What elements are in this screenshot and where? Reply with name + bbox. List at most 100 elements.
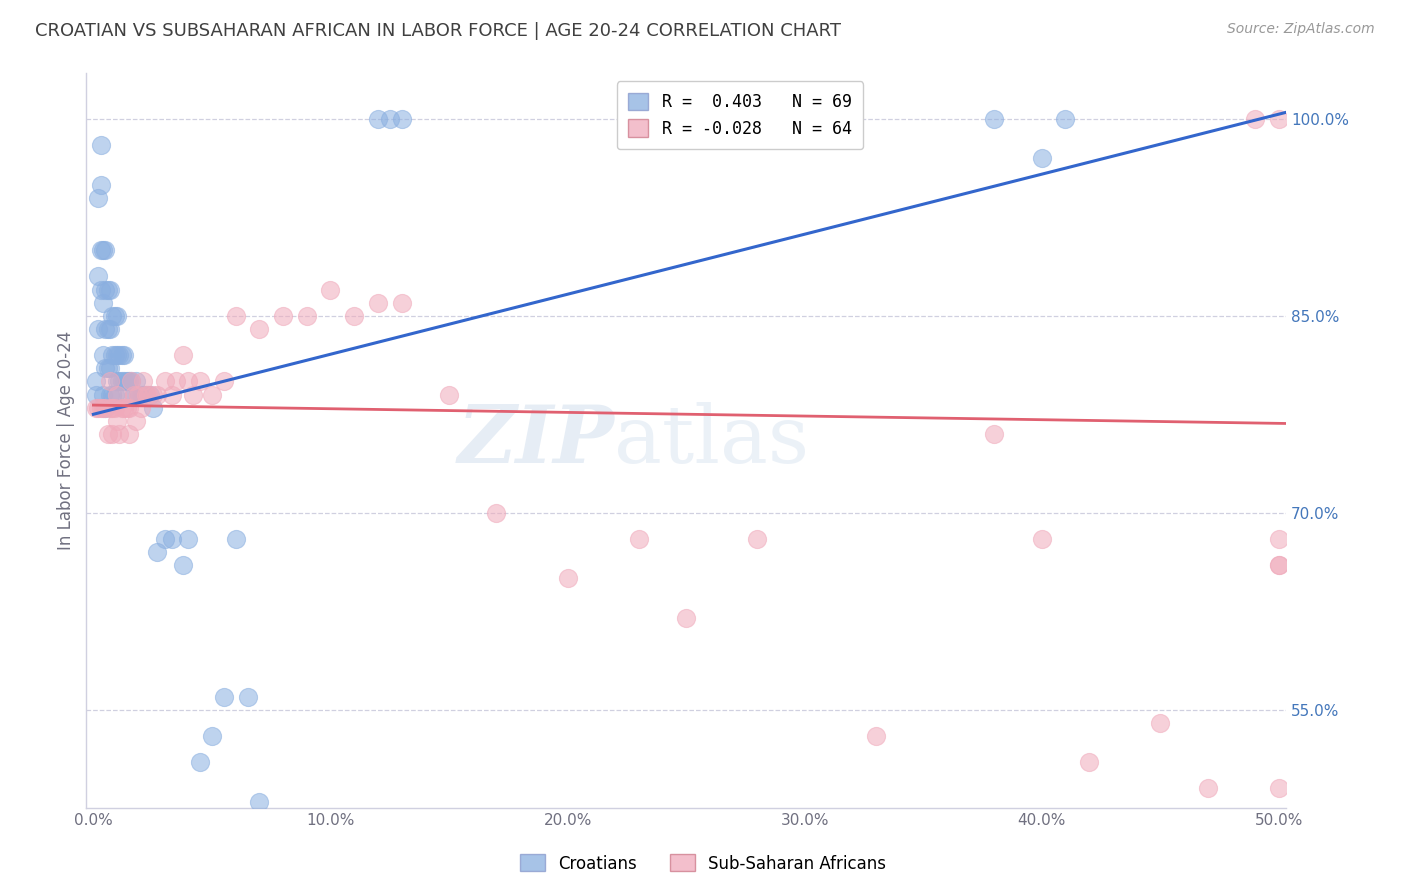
Point: [118, 401, 141, 415]
Point: [271, 309, 294, 323]
Point: [1031, 151, 1053, 165]
Point: [120, 375, 142, 389]
Point: [485, 506, 508, 520]
Point: [89, 401, 111, 415]
Point: [378, 112, 401, 126]
Point: [225, 309, 247, 323]
Point: [84, 401, 107, 415]
Point: [201, 387, 224, 401]
Point: [1149, 715, 1171, 730]
Point: [108, 427, 131, 442]
Point: [173, 348, 195, 362]
Point: [115, 375, 138, 389]
Point: [136, 387, 159, 401]
Point: [391, 112, 413, 126]
Point: [111, 375, 134, 389]
Point: [101, 401, 124, 415]
Point: [84, 387, 107, 401]
Point: [94, 322, 117, 336]
Point: [87, 401, 110, 415]
Point: [101, 427, 124, 442]
Point: [97, 283, 120, 297]
Point: [118, 427, 141, 442]
Point: [105, 387, 128, 401]
Point: [367, 295, 389, 310]
Point: [105, 414, 128, 428]
Point: [212, 690, 235, 704]
Point: [142, 387, 165, 401]
Point: [295, 309, 318, 323]
Point: [89, 178, 111, 192]
Text: atlas: atlas: [614, 401, 810, 480]
Point: [165, 375, 187, 389]
Point: [160, 387, 183, 401]
Point: [1268, 781, 1291, 796]
Point: [91, 243, 114, 257]
Point: [146, 387, 169, 401]
Point: [111, 348, 134, 362]
Point: [84, 375, 107, 389]
Point: [94, 361, 117, 376]
Point: [139, 387, 162, 401]
Point: [236, 690, 259, 704]
Point: [142, 401, 165, 415]
Point: [104, 309, 127, 323]
Point: [127, 387, 149, 401]
Point: [94, 401, 117, 415]
Point: [87, 322, 110, 336]
Point: [105, 375, 128, 389]
Point: [89, 283, 111, 297]
Point: [201, 729, 224, 743]
Legend: Croatians, Sub-Saharan Africans: Croatians, Sub-Saharan Africans: [513, 847, 893, 880]
Point: [129, 387, 152, 401]
Point: [1268, 558, 1291, 573]
Point: [181, 387, 204, 401]
Point: [104, 387, 127, 401]
Point: [1054, 112, 1077, 126]
Point: [132, 387, 155, 401]
Point: [1197, 781, 1219, 796]
Point: [104, 401, 127, 415]
Point: [129, 401, 152, 415]
Legend: R =  0.403   N = 69, R = -0.028   N = 64: R = 0.403 N = 69, R = -0.028 N = 64: [617, 81, 863, 149]
Point: [132, 375, 155, 389]
Point: [125, 375, 148, 389]
Point: [118, 387, 141, 401]
Point: [127, 387, 149, 401]
Point: [98, 361, 121, 376]
Point: [1031, 532, 1053, 546]
Point: [98, 401, 121, 415]
Point: [89, 243, 111, 257]
Text: Source: ZipAtlas.com: Source: ZipAtlas.com: [1227, 22, 1375, 37]
Point: [627, 532, 650, 546]
Point: [1244, 112, 1267, 126]
Y-axis label: In Labor Force | Age 20-24: In Labor Force | Age 20-24: [58, 331, 75, 550]
Point: [101, 387, 124, 401]
Point: [111, 401, 134, 415]
Point: [108, 348, 131, 362]
Point: [105, 309, 128, 323]
Point: [91, 387, 114, 401]
Point: [104, 348, 127, 362]
Text: CROATIAN VS SUBSAHARAN AFRICAN IN LABOR FORCE | AGE 20-24 CORRELATION CHART: CROATIAN VS SUBSAHARAN AFRICAN IN LABOR …: [35, 22, 841, 40]
Point: [112, 375, 135, 389]
Point: [391, 295, 413, 310]
Point: [112, 348, 135, 362]
Point: [101, 309, 124, 323]
Point: [1268, 112, 1291, 126]
Point: [94, 283, 117, 297]
Point: [188, 375, 211, 389]
Point: [97, 361, 120, 376]
Text: ZIP: ZIP: [457, 401, 614, 479]
Point: [160, 532, 183, 546]
Point: [173, 558, 195, 573]
Point: [225, 532, 247, 546]
Point: [1268, 532, 1291, 546]
Point: [105, 348, 128, 362]
Point: [153, 375, 176, 389]
Point: [212, 375, 235, 389]
Point: [91, 348, 114, 362]
Point: [343, 309, 366, 323]
Point: [89, 138, 111, 153]
Point: [122, 387, 145, 401]
